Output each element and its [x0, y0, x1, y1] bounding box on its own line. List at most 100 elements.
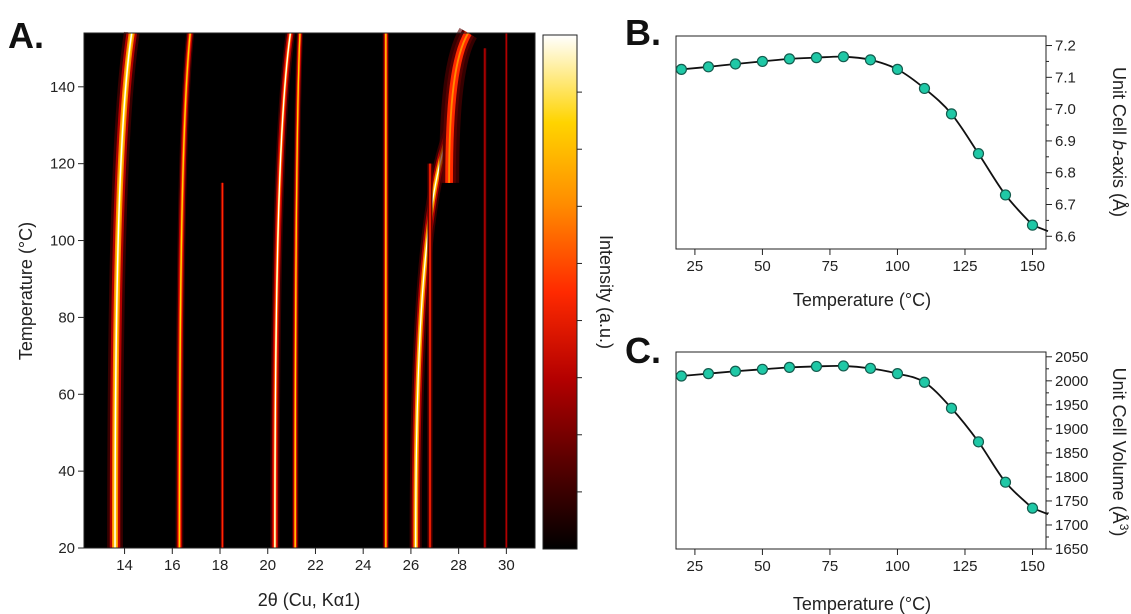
heatmap-x-tick-label: 20: [259, 557, 276, 574]
heatmap-y-ticks: 20 40 60 80 100 120 140: [50, 79, 84, 557]
c-y-tick-label: 1750: [1055, 493, 1088, 510]
c-data-point: [810, 360, 823, 373]
heatmap-y-tick-label: 40: [58, 463, 75, 480]
heatmap-x-tick-label: 18: [212, 557, 229, 574]
heatmap-x-tick-label: 24: [355, 557, 372, 574]
c-y-tick-label: 1650: [1055, 541, 1088, 558]
colorbar-title: Intensity (a.u.): [596, 235, 616, 349]
b-data-point: [783, 53, 796, 65]
colorbar-ticks: [577, 91, 582, 493]
c-y-tick-label: 2050: [1055, 349, 1088, 366]
heatmap-y-tick-label: 100: [50, 233, 75, 250]
heatmap-y-axis-title: Temperature (°C): [16, 222, 36, 360]
heatmap-x-ticks: 14 16 18 20 22 24 26 28 30: [116, 548, 515, 574]
b-data-point: [918, 82, 931, 95]
c-data-point: [783, 361, 796, 373]
heatmap-x-tick-label: 16: [164, 557, 181, 574]
c-data-point: [864, 362, 877, 374]
b-data-point: [756, 55, 769, 68]
heatmap-y-tick-label: 120: [50, 156, 75, 173]
b-axis-y-ticks: 6.6 6.7 6.8 6.9 7.0 7.1 7.2: [1046, 38, 1076, 245]
b-y-tick-label: 6.7: [1055, 196, 1076, 213]
b-axis-frame: [675, 35, 1047, 250]
b-y-tick-label: 6.9: [1055, 133, 1076, 150]
b-data-point: [864, 54, 877, 66]
heatmap-peak-1: [175, 32, 195, 549]
b-data-point: [729, 58, 742, 70]
c-y-tick-label: 1850: [1055, 445, 1088, 462]
volume-y-title-superscript: 3: [1117, 524, 1131, 531]
b-x-tick-label: 50: [754, 258, 771, 275]
colorbar: Intensity (a.u.): [542, 34, 616, 550]
b-y-tick-label: 7.0: [1055, 101, 1076, 118]
b-axis-y-title-italic: b: [1109, 140, 1129, 150]
c-data-point: [1026, 502, 1039, 514]
b-axis-panel: 25 50 75 100 125 150 6.6 6.7 6.8 6.9 7.0 7.1 7.2 Te…: [675, 35, 1129, 310]
heatmap-peak-1-layer-4: [178, 32, 191, 549]
panel-b-label: B.: [625, 12, 661, 53]
b-data-point: [945, 108, 958, 120]
volume-frame: [675, 351, 1047, 550]
heatmap-y-tick-label: 60: [58, 386, 75, 403]
b-data-point: [810, 52, 823, 64]
b-data-point: [702, 61, 715, 73]
b-axis-y-title-part3: -axis (Å): [1109, 150, 1129, 217]
b-x-tick-label: 100: [885, 258, 910, 275]
heatmap-x-tick-label: 30: [498, 557, 515, 574]
c-y-tick-label: 1950: [1055, 397, 1088, 414]
b-data-point: [675, 63, 688, 75]
b-x-tick-label: 125: [952, 258, 977, 275]
heatmap-frame: [83, 32, 536, 549]
b-data-point: [837, 51, 850, 63]
c-data-point: [675, 370, 688, 382]
heatmap-peak-3-layer-4: [274, 32, 292, 549]
heatmap-y-tick-label: 80: [58, 309, 75, 326]
b-axis-x-axis-title: Temperature (°C): [793, 290, 931, 310]
volume-y-axis-title: Unit Cell Volume (Å3): [1109, 368, 1131, 537]
b-x-tick-label: 150: [1020, 258, 1045, 275]
c-data-point: [945, 402, 958, 414]
c-data-point: [729, 365, 742, 377]
c-data-point: [837, 360, 850, 372]
b-data-point: [999, 189, 1012, 201]
b-data-point: [1026, 219, 1039, 231]
b-x-tick-label: 75: [822, 258, 839, 275]
heatmap-peak-0-layer-4: [114, 32, 133, 549]
heatmap-x-tick-label: 28: [450, 557, 467, 574]
b-axis-series-line: [681, 55, 1049, 232]
panel-a-label: A.: [8, 15, 44, 56]
heatmap-y-tick-label: 140: [50, 79, 75, 96]
volume-series-line: [681, 364, 1049, 515]
heatmap-peak-4: [291, 32, 304, 549]
volume-points: [675, 360, 1039, 514]
heatmap-x-tick-label: 14: [116, 557, 133, 574]
c-data-point: [999, 476, 1012, 488]
c-y-tick-label: 1800: [1055, 469, 1088, 486]
c-x-tick-label: 100: [885, 558, 910, 575]
c-x-tick-label: 50: [754, 558, 771, 575]
volume-y-ticks: 1650 1700 1750 1800 1850 1900 1950 2000 2050: [1046, 349, 1088, 558]
panel-c-label: C.: [625, 330, 661, 371]
heatmap-panel: 14 16 18 20 22 24 26 28 30 20 40 60 80 100 120 140 2θ …: [16, 27, 536, 610]
heatmap-peak-8-layer-4: [448, 32, 469, 183]
c-data-point: [891, 368, 904, 380]
c-x-tick-label: 75: [822, 558, 839, 575]
b-y-tick-label: 6.6: [1055, 228, 1076, 245]
c-data-point: [918, 376, 931, 388]
b-y-tick-label: 7.2: [1055, 38, 1076, 55]
c-x-tick-label: 25: [687, 558, 704, 575]
heatmap-background: [84, 33, 535, 548]
b-data-point: [891, 63, 904, 75]
heatmap-peak-0: [107, 31, 140, 549]
c-data-point: [972, 436, 985, 448]
b-axis-x-ticks: 25 50 75 100 125 150: [687, 249, 1045, 275]
c-y-tick-label: 1900: [1055, 421, 1088, 438]
b-x-tick-label: 25: [687, 258, 704, 275]
b-axis-points: [675, 51, 1039, 231]
heatmap-peak-3: [270, 32, 296, 549]
b-axis-y-title-part1: Unit Cell: [1109, 67, 1129, 140]
volume-x-ticks: 25 50 75 100 125 150: [687, 549, 1045, 575]
volume-panel: 25 50 75 100 125 150 1650 1700 1750 1800 1850 1900…: [675, 349, 1131, 614]
b-axis-y-axis-title: Unit Cell b-axis (Å): [1109, 67, 1129, 217]
